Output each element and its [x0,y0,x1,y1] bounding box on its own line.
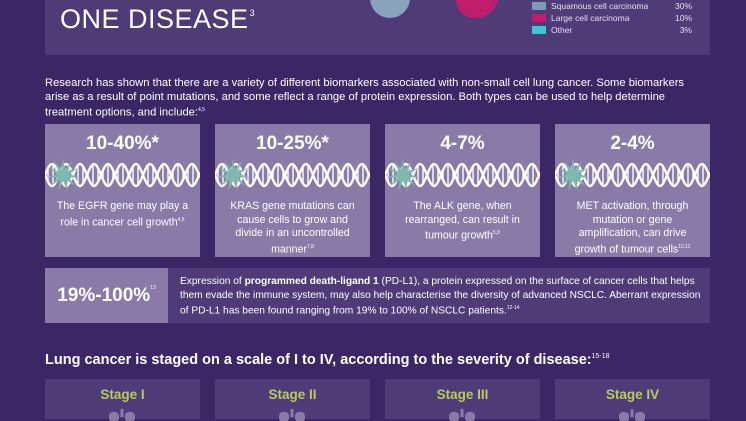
reference-sup: 7,8 [306,243,314,250]
mutation-starburst-icon [556,158,590,192]
reference-sup: 13 [150,285,156,291]
biomarker-card-alk: 4-7% The ALK gene, when rearranged, can … [385,124,540,257]
staging-heading-text: Lung cancer is staged on a scale of I to… [45,352,592,368]
reference-sup: 15-18 [591,353,610,361]
biomarker-description-text: KRAS gene mutations can cause cells to g… [230,200,355,256]
biomarker-description: KRAS gene mutations can cause cells to g… [223,200,362,257]
biomarker-percent: 2-4% [610,133,655,154]
dna-strand [45,162,200,188]
staging-heading: Lung cancer is staged on a scale of I to… [45,352,610,368]
mutation-starburst-icon [46,158,80,192]
biomarker-percent: 10-25%* [256,133,329,154]
right-lung-icon [456,0,498,18]
dna-helix-icon [215,158,370,192]
biomarker-percent: 4-7% [440,133,485,154]
pdl1-text-pre: Expression of [180,276,245,287]
biomarker-description-text: The ALK gene, when rearranged, can resul… [405,200,520,242]
intro-text: Research has shown that there are a vari… [45,77,685,119]
dna-strand [215,162,370,188]
lungs-icon [109,409,135,421]
dna-strand [555,162,710,188]
lungs-icon [449,409,475,421]
pdl1-description: Expression of programmed death-ligand 1 … [180,275,705,318]
stage-label: Stage II [268,387,317,402]
reference-sup: 12-14 [506,305,520,312]
reference-sup: 4,5 [198,107,205,114]
legend-label: Other [551,25,573,35]
biomarker-description: MET activation, through mutation or gene… [563,200,702,257]
legend-label: Large cell carcinoma [551,13,630,23]
legend-percent: 3% [679,25,692,35]
section-title: ONE DISEASE3 [60,4,255,35]
reference-sup: 4,6 [177,216,185,223]
dna-strand [555,162,710,188]
biomarker-description: The EGFR gene may play a role in cancer … [53,200,192,230]
legend-percent: 30% [674,1,692,11]
legend-item-squamous: Squamous cell carcinoma 30% [532,1,692,12]
legend-item-other: Other 3% [532,25,692,36]
pdl1-panel: 19%-100%13 Expression of programmed deat… [45,268,710,323]
dna-helix-icon [45,158,200,192]
reference-sup: 10,11 [678,243,691,250]
lungs-icon [619,409,645,421]
pdl1-value-box: 19%-100%13 [45,268,168,323]
reference-sup: 5,9 [492,230,500,236]
stage-card-3: Stage III [385,379,540,421]
biomarker-card-kras: 10-25%* KRAS gene mutations can cause ce… [215,124,370,257]
section-title-text: ONE DISEASE [60,4,249,34]
legend-label: Squamous cell carcinoma [551,1,649,11]
pdl1-percent-text: 19%-100% [57,285,151,306]
pdl1-percent: 19%-100%13 [45,285,168,307]
mutation-starburst-icon [386,158,420,192]
dna-strand [385,162,540,188]
biomarker-description: The ALK gene, when rearranged, can resul… [393,200,532,243]
reference-sup: 3 [249,8,256,18]
left-lung-icon [370,0,410,18]
legend-swatch [532,26,546,34]
biomarker-percent: 10-40%* [86,133,159,154]
dna-helix-icon [385,158,540,192]
stage-label: Stage IV [605,387,660,402]
stage-label: Stage III [436,387,489,402]
stage-card-2: Stage II [215,379,370,421]
intro-paragraph: Research has shown that there are a vari… [45,77,710,121]
biomarker-card-egfr: 10-40%* The EGFR gene may play a role in… [45,124,200,257]
stage-card-1: Stage I [45,379,200,421]
stage-card-4: Stage IV [555,379,710,421]
legend-item-large-cell: Large cell carcinoma 10% [532,13,692,24]
mutation-starburst-icon [216,158,250,192]
biomarker-description-text: The EGFR gene may play a role in cancer … [56,200,189,229]
dna-helix-icon [555,158,710,192]
lungs-icon [279,409,305,421]
legend-swatch [532,14,546,22]
dna-strand [45,162,200,188]
pdl1-text-post: (PD-L1), a protein expressed on the surf… [180,276,701,317]
histology-summary-panel: ONE DISEASE3 Squamous cell carcinoma 30%… [45,0,710,55]
legend-percent: 10% [674,13,692,23]
pdl1-text-bold: programmed death-ligand 1 [244,276,379,287]
legend-swatch [532,2,546,10]
biomarker-card-met: 2-4% MET activation, through mutation or… [555,124,710,257]
dna-strand [385,162,540,188]
biomarker-description-text: MET activation, through mutation or gene… [574,200,689,256]
stage-label: Stage I [100,387,145,402]
dna-strand [215,162,370,188]
